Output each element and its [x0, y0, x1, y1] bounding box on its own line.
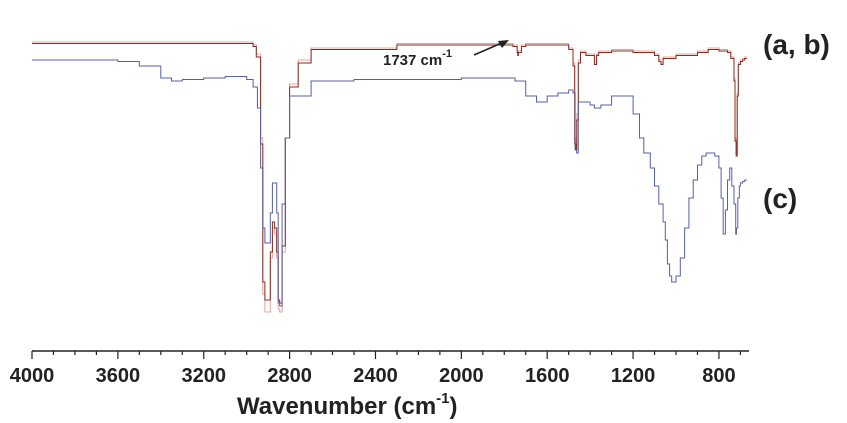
x-axis: 4000 3600 3200 2800 2400 2000 1600 1200 800	[10, 350, 749, 387]
x-tick-label: 1600	[525, 365, 570, 387]
curve-label-c: (c)	[763, 183, 797, 214]
x-axis-title-superscript: -1	[436, 390, 449, 407]
x-axis-title: Wavenumber (cm-1)	[237, 390, 458, 420]
x-tick-label: 2800	[267, 365, 312, 387]
x-tick-label: 3600	[96, 365, 141, 387]
x-tick-label: 4000	[10, 365, 55, 387]
annotation-1737: 1737 cm-1	[383, 40, 509, 69]
annotation-text: 1737 cm-1	[383, 48, 452, 69]
series-line-a	[32, 41, 747, 313]
x-tick-label: 2000	[439, 365, 484, 387]
annotation-arrow-line	[473, 41, 505, 56]
x-tick-label: 2400	[353, 365, 398, 387]
plot-area	[32, 41, 747, 313]
x-axis-title-close: )	[450, 393, 458, 420]
x-tick-label: 3200	[181, 365, 226, 387]
x-tick-label: 1200	[611, 365, 656, 387]
curve-label-ab: (a, b)	[763, 29, 830, 60]
series-line-c	[32, 59, 747, 307]
annotation-superscript: -1	[442, 48, 452, 60]
x-axis-title-main: Wavenumber (cm	[237, 393, 436, 420]
annotation-value: 1737 cm	[383, 52, 442, 69]
x-tick-label: 800	[702, 365, 735, 387]
annotation-arrowhead	[498, 40, 509, 48]
series-line-b	[32, 43, 747, 304]
